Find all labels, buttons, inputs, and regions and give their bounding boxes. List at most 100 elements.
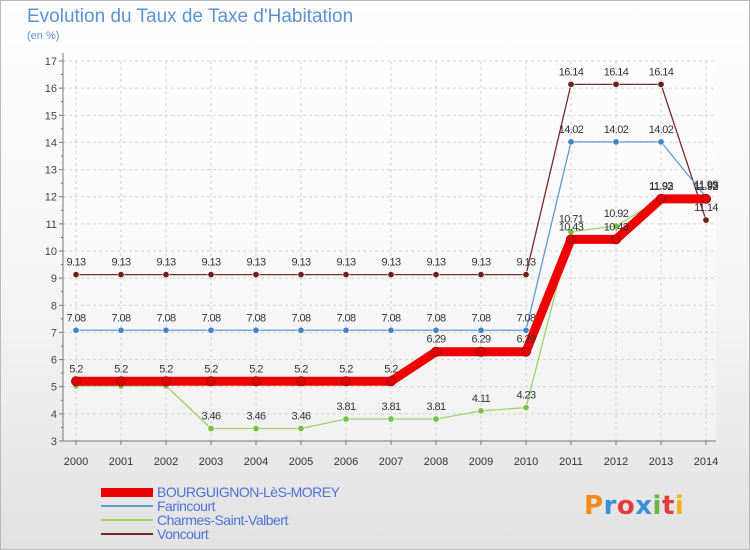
data-point — [432, 271, 440, 279]
x-tick-label: 2000 — [64, 456, 88, 468]
data-point — [297, 271, 305, 279]
data-label: 7.08 — [381, 312, 400, 324]
legend-swatch — [101, 533, 153, 535]
data-label: 11.93 — [694, 181, 718, 193]
data-point — [116, 376, 126, 387]
chart-title: Evolution du Taux de Taxe d'Habitation — [27, 6, 354, 27]
legend-label: Voncourt — [157, 526, 209, 542]
data-label: 3.81 — [336, 401, 355, 413]
legend-label: Charmes-Saint-Valbert — [157, 512, 288, 528]
data-point — [207, 425, 215, 433]
data-point — [342, 415, 350, 423]
data-label: 7.08 — [516, 312, 535, 324]
data-label: 7.08 — [156, 312, 175, 324]
data-point — [477, 271, 485, 279]
y-tick-label: 13 — [45, 165, 57, 177]
data-point — [387, 326, 395, 334]
data-point — [207, 271, 215, 279]
data-label: 5.2 — [159, 363, 173, 375]
y-tick-label: 12 — [45, 192, 57, 204]
x-tick-label: 2001 — [109, 456, 133, 468]
data-point — [611, 234, 621, 245]
logo-letter: i — [652, 491, 662, 521]
data-label: 9.13 — [516, 257, 535, 269]
y-tick-label: 3 — [51, 436, 57, 448]
data-point — [702, 216, 710, 224]
logo-letter: i — [674, 491, 685, 521]
data-label: 11.92 — [649, 181, 673, 193]
data-label: 5.2 — [114, 363, 128, 375]
data-point — [431, 346, 441, 357]
data-point — [521, 346, 531, 357]
legend-swatch — [101, 487, 153, 497]
data-point — [387, 415, 395, 423]
x-tick-label: 2009 — [469, 456, 493, 468]
data-point — [656, 193, 666, 204]
data-label: 14.02 — [649, 124, 674, 136]
data-point — [612, 80, 620, 88]
data-label: 7.08 — [111, 312, 130, 324]
data-label: 5.2 — [204, 363, 218, 375]
data-point — [657, 138, 665, 146]
data-label: 6.29 — [516, 334, 535, 346]
y-tick-label: 17 — [45, 56, 57, 68]
data-label: 7.08 — [246, 312, 265, 324]
data-label: 5.2 — [294, 363, 308, 375]
data-point — [432, 415, 440, 423]
data-point — [387, 271, 395, 279]
data-point — [162, 326, 170, 334]
data-label: 7.08 — [471, 312, 490, 324]
logo-letter: x — [635, 491, 653, 521]
logo-letter: P — [584, 491, 604, 521]
x-tick-label: 2006 — [334, 456, 358, 468]
data-point — [522, 271, 530, 279]
legend-label: Farincourt — [157, 498, 216, 514]
data-point — [566, 234, 576, 245]
y-tick-label: 10 — [45, 246, 57, 258]
data-label: 9.13 — [156, 257, 175, 269]
data-point — [207, 326, 215, 334]
logo-letter: r — [603, 491, 617, 521]
data-label: 9.13 — [246, 257, 265, 269]
data-point — [252, 271, 260, 279]
data-point — [477, 326, 485, 334]
data-point — [522, 326, 530, 334]
x-tick-label: 2012 — [604, 456, 628, 468]
data-label: 3.46 — [291, 411, 310, 423]
data-point — [117, 271, 125, 279]
legend-label: BOURGUIGNON-LèS-MOREY — [157, 484, 340, 500]
data-label: 9.13 — [111, 257, 130, 269]
data-label: 9.13 — [201, 257, 220, 269]
data-point — [71, 376, 81, 387]
data-label: 5.2 — [249, 363, 263, 375]
x-tick-label: 2002 — [154, 456, 178, 468]
data-label: 7.08 — [66, 312, 85, 324]
data-point — [657, 80, 665, 88]
data-point — [161, 376, 171, 387]
data-label: 9.13 — [336, 257, 355, 269]
data-label: 7.08 — [336, 312, 355, 324]
data-label: 3.81 — [381, 401, 400, 413]
data-label: 3.81 — [426, 401, 445, 413]
data-label: 4.23 — [516, 390, 535, 402]
data-label: 10.92 — [604, 208, 629, 220]
x-tick-label: 2004 — [244, 456, 268, 468]
data-point — [341, 376, 351, 387]
data-label: 10.43 — [604, 221, 629, 233]
y-tick-label: 4 — [51, 409, 57, 421]
data-label: 9.13 — [381, 257, 400, 269]
data-point — [386, 376, 396, 387]
proxiti-logo: Proxiti — [584, 491, 684, 521]
unit-label: (en %) — [27, 30, 60, 42]
x-tick-label: 2008 — [424, 456, 448, 468]
data-label: 16.14 — [649, 66, 674, 78]
data-point — [117, 326, 125, 334]
data-point — [567, 80, 575, 88]
x-tick-label: 2007 — [379, 456, 403, 468]
data-label: 9.13 — [66, 257, 85, 269]
x-tick-label: 2003 — [199, 456, 223, 468]
data-label: 16.14 — [604, 66, 629, 78]
y-tick-label: 11 — [46, 219, 57, 231]
